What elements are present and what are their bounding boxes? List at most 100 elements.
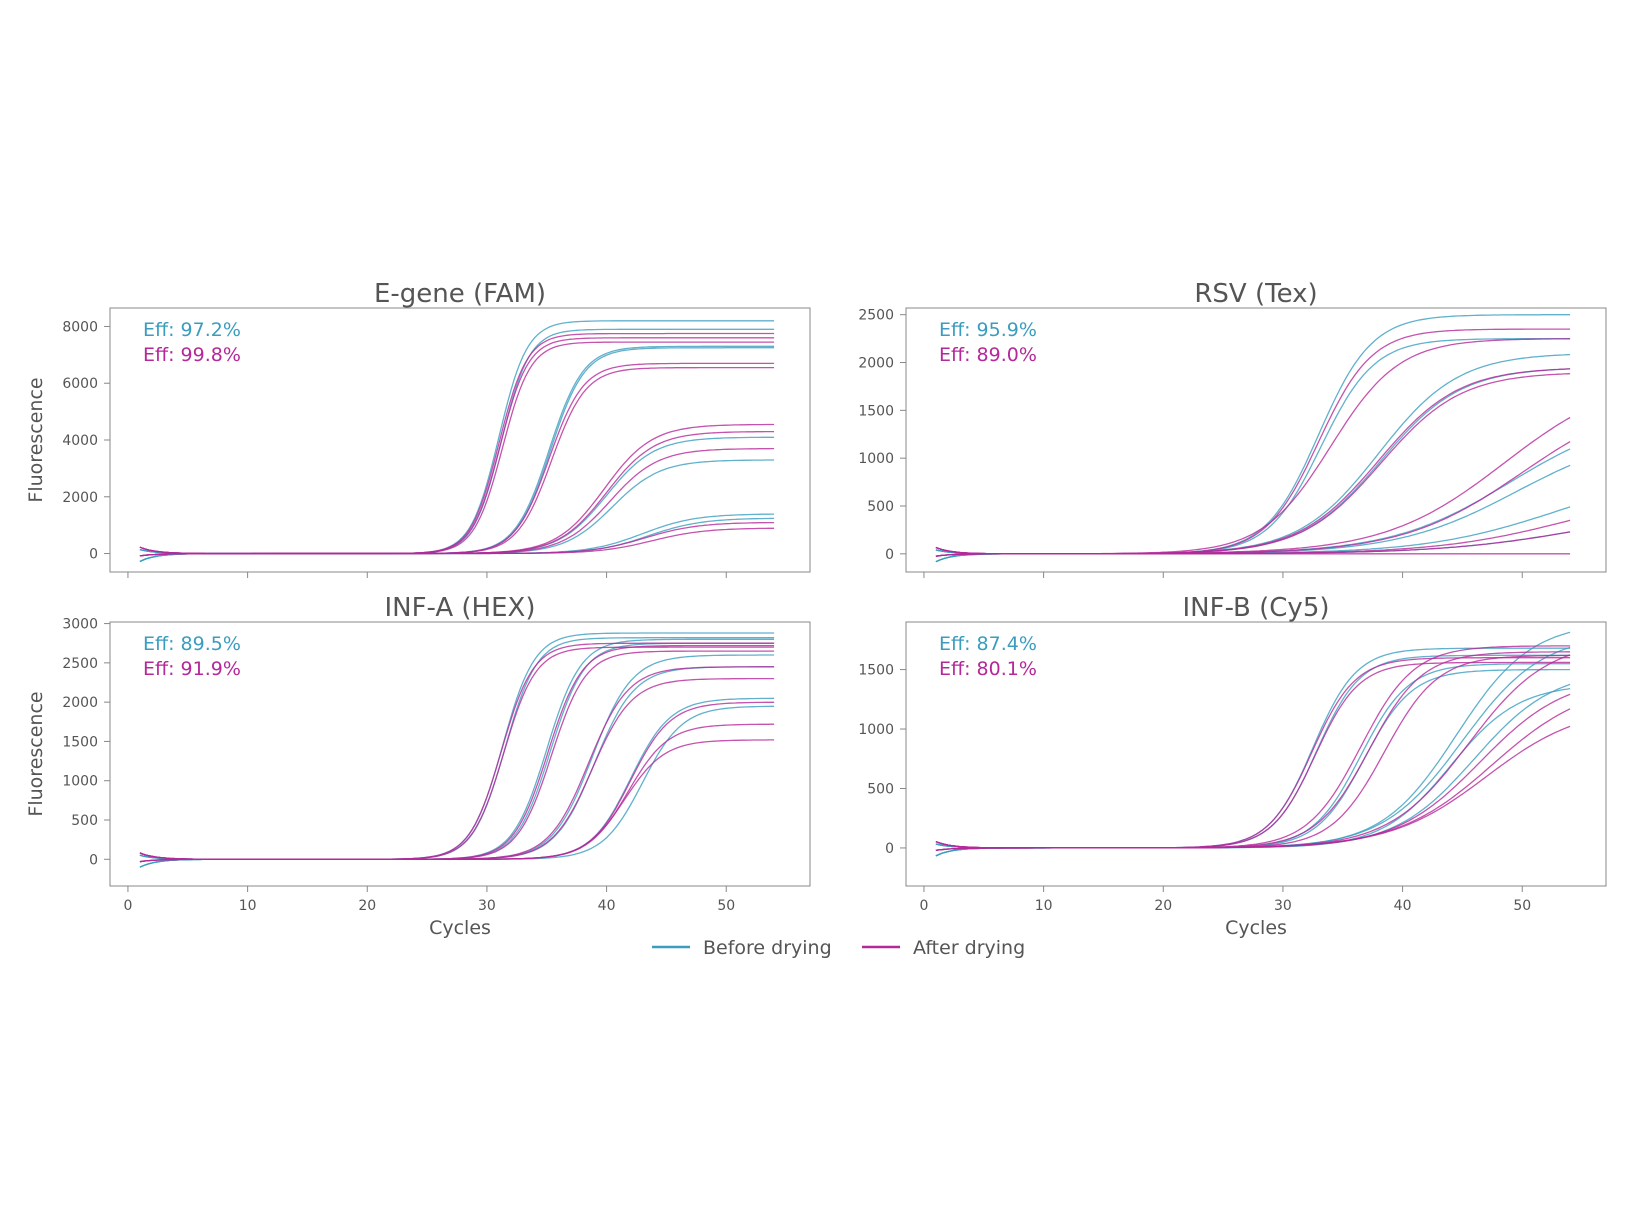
series-line-before (935, 337, 1571, 555)
y-tick-label: 0 (89, 547, 98, 563)
y-tick-label: 3000 (62, 617, 98, 633)
y-axis-label: Fluorescence (25, 377, 47, 502)
y-tick-label: 1500 (62, 734, 98, 750)
x-tick-label: 20 (358, 898, 376, 914)
y-tick-label: 0 (89, 852, 98, 868)
panel-2: RSV (Tex) 0 500 1000 1500 2000 2500 Eff: 95.9% E… (858, 279, 1607, 578)
series-line-before (139, 654, 775, 868)
y-tick-label: 1500 (858, 663, 894, 679)
series-line-before (935, 353, 1571, 563)
legend-before-label: Before drying (703, 937, 832, 959)
y-tick-label: 1000 (62, 774, 98, 790)
series-group (139, 320, 775, 563)
y-tick-label: 500 (71, 813, 98, 829)
series-line-after (935, 368, 1571, 555)
series-line-after (935, 708, 1571, 851)
series-line-after (139, 650, 775, 863)
x-tick-label: 10 (1035, 898, 1053, 914)
x-tick-label: 50 (1513, 898, 1531, 914)
panel-title: INF-A (HEX) (384, 593, 535, 623)
y-tick-label: 1500 (858, 403, 894, 419)
y-axis-label: Fluorescence (25, 691, 47, 816)
x-tick-label: 30 (1274, 898, 1292, 914)
y-tick-label: 500 (867, 499, 894, 515)
legend-after-label: After drying (913, 937, 1025, 959)
series-group (935, 631, 1571, 857)
panel-1: E-gene (FAM) 0 2000 4000 6000 8000 Fluorescenc… (25, 279, 811, 578)
x-axis-label: Cycles (429, 917, 491, 939)
series-line-after (935, 373, 1571, 557)
series-line-after (935, 654, 1571, 851)
x-tick-label: 40 (1394, 898, 1412, 914)
eff-before-label: Eff: 95.9% (939, 319, 1037, 341)
y-tick-label: 8000 (62, 319, 98, 335)
series-group (139, 632, 775, 868)
series-line-after (139, 337, 775, 557)
series-line-after (139, 739, 775, 860)
series-line-after (935, 338, 1571, 557)
eff-before-label: Eff: 87.4% (939, 633, 1037, 655)
y-tick-label: 4000 (62, 433, 98, 449)
eff-after-label: Eff: 91.9% (143, 658, 241, 680)
x-tick-label: 50 (717, 898, 735, 914)
series-line-after (139, 666, 775, 860)
series-line-after (139, 447, 775, 557)
y-tick-label: 6000 (62, 376, 98, 392)
y-tick-label: 2000 (62, 695, 98, 711)
series-line-before (935, 654, 1571, 849)
series-line-after (935, 654, 1571, 849)
series-line-before (935, 683, 1571, 857)
series-line-after (139, 677, 775, 863)
series-line-after (139, 366, 775, 555)
panel-3: INF-A (HEX) 0 500 1000 1500 2000 2500 3000 0 10 20… (25, 593, 811, 939)
y-tick-label: 1000 (858, 451, 894, 467)
x-tick-label: 0 (123, 898, 132, 914)
y-tick-label: 500 (867, 781, 894, 797)
series-line-after (935, 725, 1571, 849)
y-tick-label: 2500 (62, 656, 98, 672)
series-line-after (139, 527, 775, 557)
series-line-before (139, 517, 775, 555)
series-line-after (139, 723, 775, 863)
panel-title: E-gene (FAM) (374, 279, 546, 309)
x-tick-label: 30 (478, 898, 496, 914)
x-tick-label: 0 (919, 898, 928, 914)
y-tick-label: 2000 (858, 356, 894, 372)
series-line-after (935, 657, 1571, 849)
series-line-after (935, 693, 1571, 849)
series-line-before (139, 347, 775, 555)
series-line-before (935, 687, 1571, 849)
series-line-after (935, 661, 1571, 851)
y-tick-label: 2500 (858, 308, 894, 324)
series-line-before (139, 705, 775, 860)
eff-after-label: Eff: 99.8% (143, 344, 241, 366)
y-tick-label: 0 (885, 841, 894, 857)
x-axis-label: Cycles (1225, 917, 1287, 939)
series-line-before (139, 513, 775, 563)
eff-before-label: Eff: 89.5% (143, 633, 241, 655)
series-line-after (935, 651, 1571, 851)
x-tick-label: 20 (1154, 898, 1172, 914)
series-line-before (139, 697, 775, 868)
legend: Before drying After drying (652, 937, 1025, 959)
x-tick-label: 40 (598, 898, 616, 914)
plot-frame (905, 621, 1607, 887)
eff-after-label: Eff: 80.1% (939, 658, 1037, 680)
y-tick-label: 2000 (62, 490, 98, 506)
series-line-after (935, 546, 1571, 555)
panel-title: RSV (Tex) (1194, 279, 1317, 309)
series-line-before (139, 459, 775, 555)
series-line-after (139, 423, 775, 557)
series-line-after (139, 701, 775, 860)
series-group (935, 314, 1571, 563)
panels-group: E-gene (FAM)02000400060008000Fluorescenc… (25, 279, 1607, 939)
y-tick-label: 0 (885, 547, 894, 563)
y-tick-label: 1000 (858, 722, 894, 738)
plot-frame (905, 307, 1607, 573)
series-line-before (935, 663, 1571, 857)
eff-before-label: Eff: 97.2% (143, 319, 241, 341)
eff-after-label: Eff: 89.0% (939, 344, 1037, 366)
x-tick-label: 10 (239, 898, 257, 914)
series-line-before (935, 368, 1571, 555)
